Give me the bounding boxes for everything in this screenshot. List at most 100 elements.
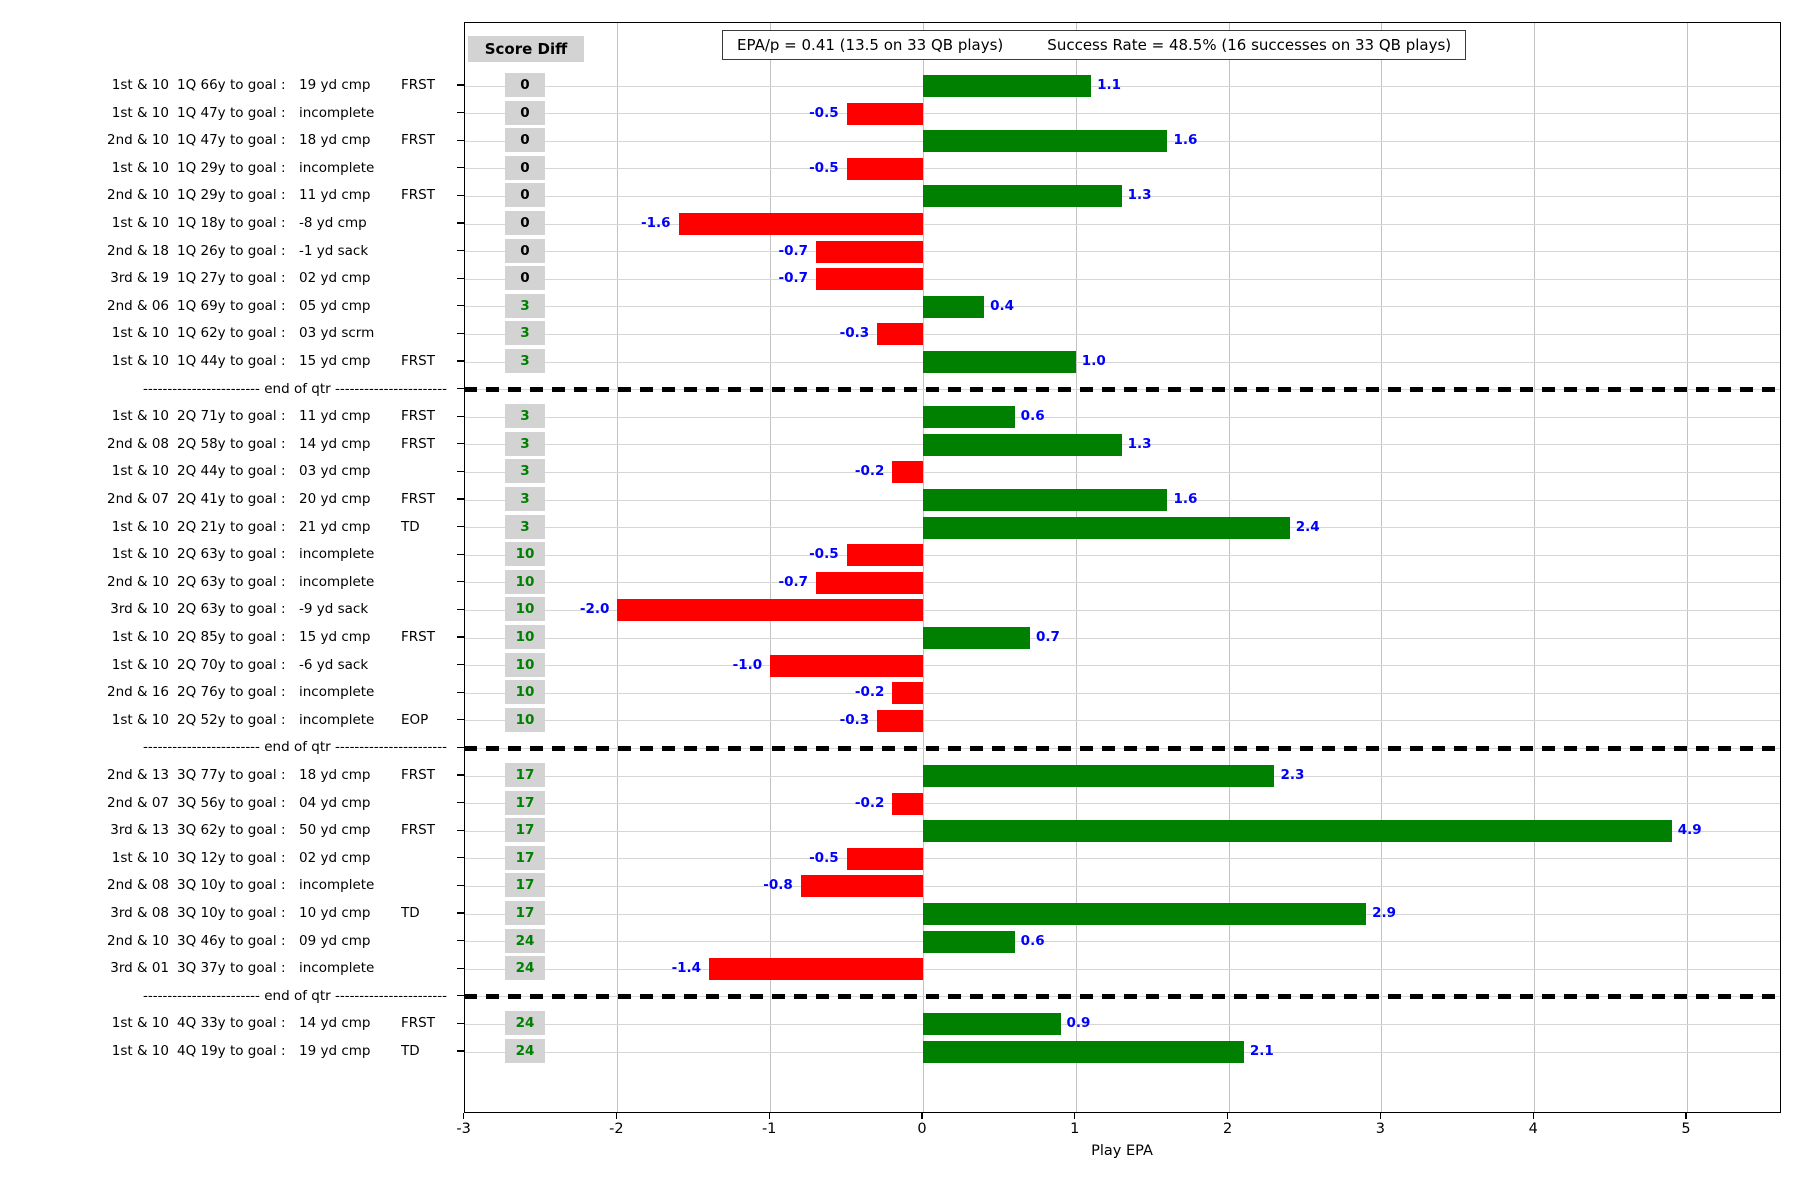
end-of-qtr-line (464, 745, 1781, 751)
epa-bar (816, 571, 923, 594)
epa-bar (846, 544, 923, 567)
score-diff-value: 10 (505, 652, 545, 677)
play-down: 2nd & 08 (107, 877, 170, 894)
play-situation: 3Q 62y to goal : (177, 822, 286, 839)
play-down: 3rd & 13 (110, 822, 169, 839)
play-result: 11 yd cmp (299, 187, 371, 204)
epa-bar (923, 185, 1122, 208)
play-marker: FRST (401, 187, 435, 204)
y-axis-tick (457, 222, 464, 224)
play-label: 2nd & 08 2Q 58y to goal : 14 yd cmp FRST (107, 434, 447, 454)
gridline-vertical (1228, 23, 1230, 1112)
play-situation: 1Q 26y to goal : (177, 242, 286, 259)
x-axis-tick (1226, 1113, 1229, 1119)
play-label: 1st & 10 1Q 18y to goal : -8 yd cmp (107, 213, 447, 233)
play-down: 1st & 10 (111, 408, 169, 425)
gridline-horizontal (465, 251, 1780, 253)
play-marker: EOP (401, 711, 429, 728)
epa-bar (800, 875, 923, 898)
play-result: 09 yd cmp (299, 932, 371, 949)
play-label: 3rd & 01 3Q 37y to goal : incomplete (107, 958, 447, 978)
x-axis-tick-label: 5 (1681, 1121, 1691, 1137)
gridline-horizontal (465, 471, 1780, 473)
play-marker (401, 296, 447, 316)
epa-bar (923, 516, 1290, 539)
play-down: 3rd & 01 (110, 960, 169, 977)
gridline-vertical (1687, 23, 1688, 1112)
play-situation: 3Q 37y to goal : (177, 960, 286, 977)
gridline-horizontal (465, 858, 1780, 860)
gridline-vertical (923, 23, 924, 1112)
play-marker (401, 461, 447, 481)
gridline-horizontal (465, 665, 1780, 667)
y-axis-tick (457, 139, 464, 141)
y-axis-tick (457, 1022, 464, 1025)
epa-value-label: -0.3 (839, 711, 870, 728)
play-situation: 1Q 18y to goal : (177, 215, 286, 231)
play-label: 1st & 10 1Q 44y to goal : 15 yd cmp FRST (107, 351, 447, 371)
score-diff-value: 17 (505, 790, 545, 815)
play-situation: 2Q 71y to goal : (177, 408, 286, 425)
epa-bar (617, 599, 923, 622)
play-label: 1st & 10 2Q 44y to goal : 03 yd cmp (107, 461, 447, 481)
epa-value-label: 2.9 (1372, 905, 1397, 921)
play-situation: 1Q 47y to goal : (177, 104, 286, 121)
play-result: 02 yd cmp (299, 270, 371, 287)
epa-value-label: 2.1 (1249, 1043, 1274, 1059)
y-axis-tick (457, 939, 464, 942)
play-down: 1st & 10 (111, 77, 169, 93)
play-label: 2nd & 18 1Q 26y to goal : -1 yd sack (107, 241, 447, 261)
x-axis-tick-label: 4 (1528, 1121, 1538, 1137)
play-situation: 3Q 12y to goal : (177, 849, 286, 866)
gridline-horizontal (465, 885, 1780, 887)
gridline-horizontal (465, 941, 1780, 943)
play-down: 1st & 10 (111, 518, 169, 535)
play-marker: FRST (401, 1015, 435, 1032)
play-result: 19 yd cmp (299, 77, 371, 93)
play-down: 3rd & 19 (110, 270, 169, 287)
gridline-horizontal (465, 554, 1780, 556)
play-down: 2nd & 10 (107, 187, 170, 204)
score-diff-value: 10 (505, 680, 545, 705)
gridline-horizontal (465, 803, 1780, 805)
play-marker: FRST (401, 435, 435, 452)
epa-bar (892, 682, 923, 705)
x-axis-label: Play EPA (1091, 1143, 1153, 1159)
score-diff-value: 17 (505, 901, 545, 925)
gridline-horizontal (465, 1023, 1780, 1025)
play-situation: 2Q 41y to goal : (177, 491, 286, 507)
play-down: 2nd & 16 (107, 684, 170, 701)
play-label: 1st & 10 1Q 66y to goal : 19 yd cmp FRST (107, 75, 447, 95)
play-label: 1st & 10 2Q 85y to goal : 15 yd cmp FRST (107, 627, 447, 647)
play-marker: FRST (401, 629, 435, 645)
play-situation: 2Q 70y to goal : (177, 656, 286, 673)
play-situation: 1Q 44y to goal : (177, 353, 286, 369)
play-label: 1st & 10 2Q 70y to goal : -6 yd sack (107, 655, 447, 675)
y-axis-tick (457, 857, 464, 859)
play-situation: 2Q 21y to goal : (177, 518, 286, 535)
epa-value-label: 1.3 (1127, 187, 1152, 204)
play-marker (401, 544, 447, 564)
play-label: 2nd & 10 2Q 63y to goal : incomplete (107, 572, 447, 592)
play-situation: 2Q 76y to goal : (177, 684, 286, 701)
score-diff-value: 10 (505, 707, 545, 732)
epa-value-label: -0.3 (839, 325, 870, 342)
gridline-horizontal (465, 168, 1780, 170)
play-result: 14 yd cmp (299, 435, 371, 452)
play-down: 1st & 10 (111, 546, 169, 563)
epa-bar (923, 489, 1168, 511)
play-marker (401, 158, 447, 178)
x-axis-tick (921, 1113, 923, 1119)
score-diff-value: 10 (505, 569, 545, 594)
play-situation: 4Q 19y to goal : (177, 1043, 286, 1059)
gridline-horizontal (465, 85, 1780, 87)
play-situation: 2Q 63y to goal : (177, 546, 286, 563)
y-axis-tick (457, 249, 464, 252)
gridline-horizontal (465, 720, 1780, 722)
epa-bar (923, 75, 1092, 97)
score-diff-value: 24 (505, 1039, 545, 1063)
epa-value-label: 4.9 (1677, 822, 1702, 839)
play-result: 20 yd cmp (299, 491, 371, 507)
epa-value-label: 2.4 (1295, 518, 1320, 535)
